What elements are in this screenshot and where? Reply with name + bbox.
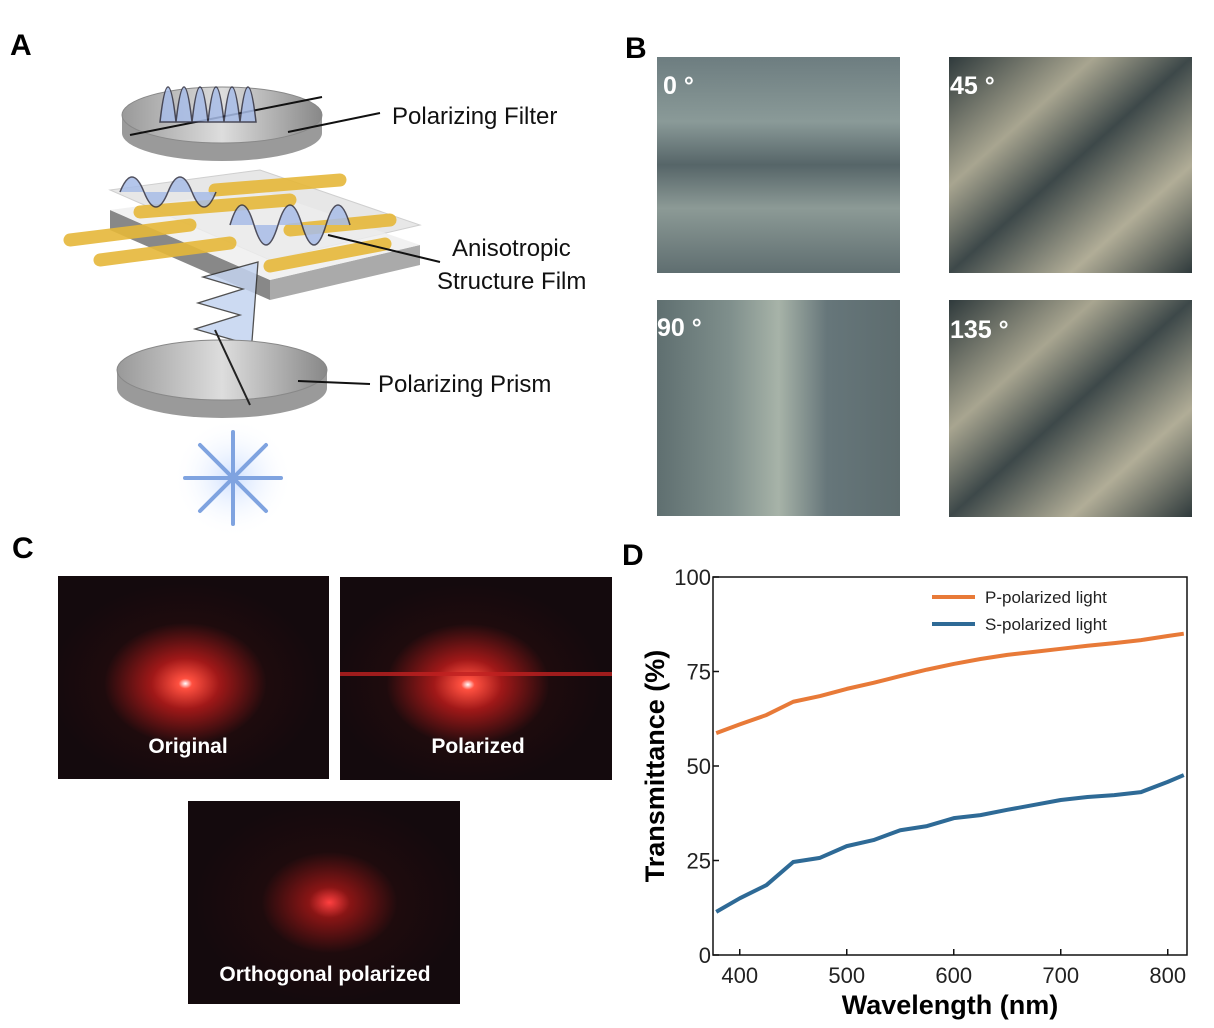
data-line bbox=[715, 773, 1185, 914]
micrograph bbox=[949, 300, 1192, 517]
data-line bbox=[715, 631, 1185, 735]
image-label: 45 ° bbox=[950, 72, 995, 100]
y-tick-label: 75 bbox=[687, 660, 711, 685]
diagram bbox=[63, 86, 441, 538]
y-tick-label: 50 bbox=[687, 754, 711, 779]
image-label: Polarized bbox=[431, 735, 524, 758]
diagram-label: Anisotropic bbox=[452, 235, 571, 262]
legend-label: S-polarized light bbox=[985, 615, 1107, 634]
image-label: Original bbox=[148, 735, 227, 758]
x-tick-label: 800 bbox=[1149, 963, 1186, 988]
x-tick-label: 600 bbox=[935, 963, 972, 988]
panel-label: B bbox=[625, 32, 647, 65]
diagram-label: Structure Film bbox=[437, 268, 586, 295]
photo bbox=[58, 576, 329, 779]
x-tick-label: 700 bbox=[1042, 963, 1079, 988]
x-tick-label: 400 bbox=[721, 963, 758, 988]
photo bbox=[340, 577, 612, 780]
photo bbox=[188, 801, 460, 1004]
diagram-label: Polarizing Filter bbox=[392, 103, 557, 130]
x-axis-title: Wavelength (nm) bbox=[842, 990, 1059, 1020]
y-axis-title: Transmittance (%) bbox=[640, 650, 670, 883]
panel-label: D bbox=[622, 539, 644, 572]
legend-label: P-polarized light bbox=[985, 588, 1107, 607]
panel-label: A bbox=[10, 29, 32, 62]
micrograph bbox=[657, 57, 900, 273]
photo-streak bbox=[340, 672, 612, 676]
micrograph bbox=[657, 300, 900, 516]
image-label: 135 ° bbox=[950, 316, 1009, 344]
x-tick-label: 500 bbox=[828, 963, 865, 988]
panel-label: C bbox=[12, 532, 34, 565]
image-label: 0 ° bbox=[663, 72, 694, 100]
y-tick-label: 25 bbox=[687, 849, 711, 874]
plot-frame bbox=[712, 576, 1188, 956]
image-label: 90 ° bbox=[657, 314, 702, 342]
micrograph bbox=[949, 57, 1192, 273]
y-tick-label: 100 bbox=[674, 565, 711, 590]
diagram-label: Polarizing Prism bbox=[378, 371, 551, 398]
y-tick-label: 0 bbox=[699, 943, 711, 968]
image-label: Orthogonal polarized bbox=[219, 963, 430, 986]
